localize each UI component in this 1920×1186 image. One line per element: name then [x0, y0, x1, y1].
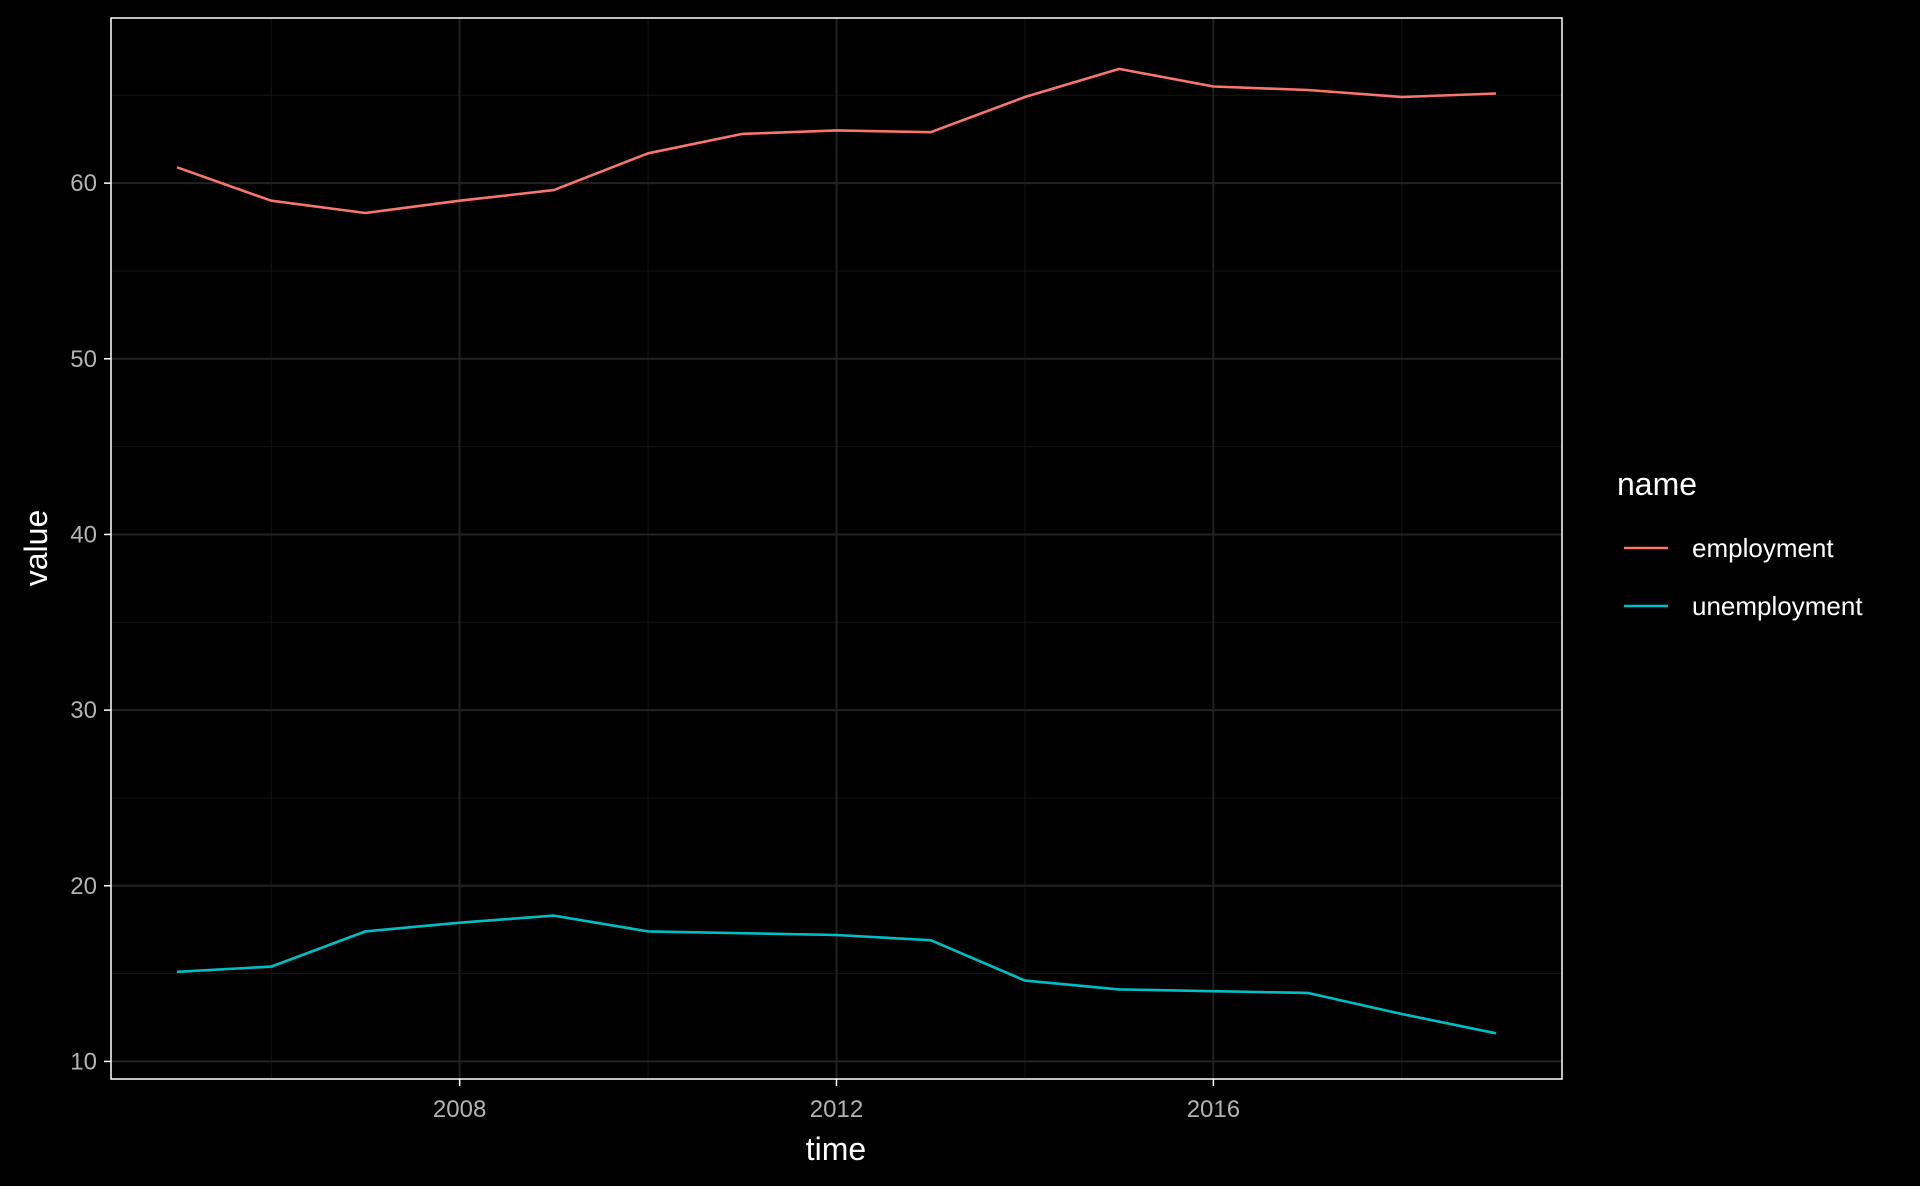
- y-axis: 10 20 30 40 50 60: [70, 170, 111, 1075]
- x-tick-label: 2016: [1187, 1096, 1240, 1123]
- major-gridlines: [111, 18, 1562, 1079]
- legend: name employment unemployment: [1617, 466, 1863, 621]
- legend-items: employment unemployment: [1624, 533, 1863, 621]
- x-axis-title: time: [806, 1131, 866, 1167]
- y-axis-title: value: [18, 510, 54, 587]
- series-line-employment: [176, 67, 1497, 215]
- x-axis: 2008 2012 2016: [433, 1079, 1240, 1123]
- legend-label-unemployment: unemployment: [1692, 591, 1863, 621]
- legend-title: name: [1617, 466, 1697, 502]
- y-tick-label: 50: [70, 346, 97, 373]
- series-line-unemployment: [176, 914, 1497, 1035]
- y-tick-label: 40: [70, 521, 97, 548]
- y-tick-label: 10: [70, 1048, 97, 1075]
- y-tick-label: 30: [70, 697, 97, 724]
- y-tick-label: 60: [70, 170, 97, 197]
- series-lines: [176, 67, 1497, 1035]
- y-tick-label: 20: [70, 873, 97, 900]
- x-tick-label: 2008: [433, 1096, 486, 1123]
- legend-label-employment: employment: [1692, 533, 1834, 563]
- x-tick-label: 2012: [810, 1096, 863, 1123]
